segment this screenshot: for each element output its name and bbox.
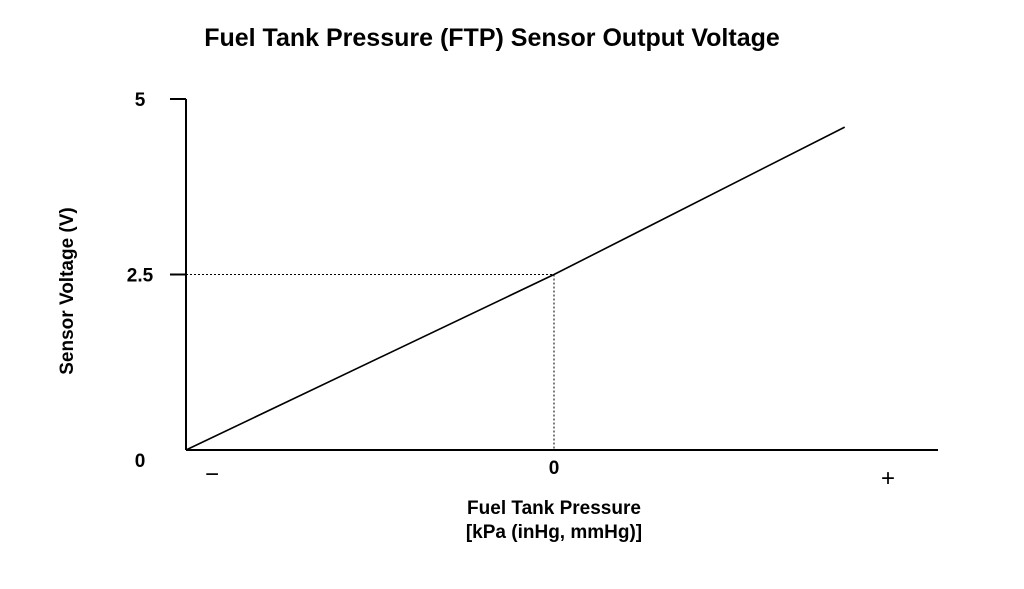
y-axis-label: Sensor Voltage (V) — [57, 207, 78, 375]
x-axis-label-line1: Fuel Tank Pressure — [467, 498, 641, 519]
reference-lines — [186, 274, 555, 450]
y-tick-label: 2.5 — [127, 266, 154, 287]
x-tick-label-negative: − — [205, 461, 219, 488]
x-tick-label-zero: 0 — [549, 458, 560, 479]
series-line — [185, 126, 846, 451]
x-tick-label-positive: + — [881, 465, 895, 492]
x-axis-label-line2: [kPa (inHg, mmHg)] — [466, 522, 642, 543]
chart-title: Fuel Tank Pressure (FTP) Sensor Output V… — [204, 24, 780, 52]
y-tick-label: 0 — [135, 451, 146, 472]
y-tick-label: 5 — [135, 90, 146, 111]
y-ticks: 52.50 — [127, 90, 186, 472]
